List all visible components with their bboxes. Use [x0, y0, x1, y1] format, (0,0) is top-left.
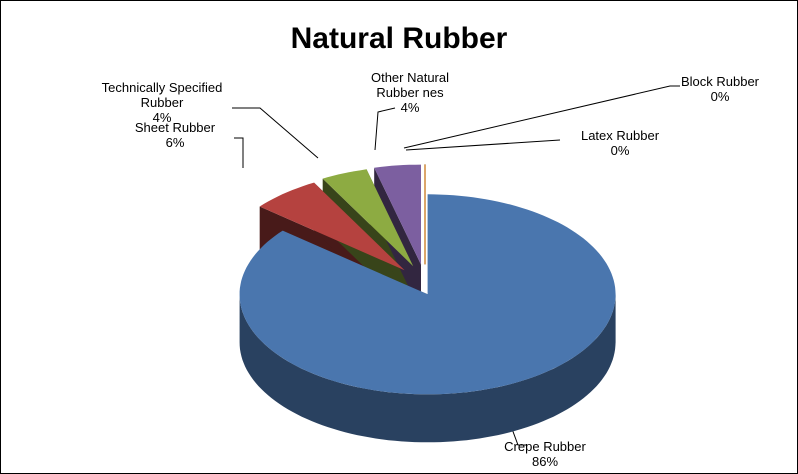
category-label: Sheet Rubber — [134, 120, 216, 135]
value-label: 0% — [710, 89, 730, 104]
category-label: Other Natural Rubber nes — [370, 70, 450, 100]
pie — [239, 164, 616, 443]
category-label: Block Rubber — [680, 74, 760, 89]
value-label: 4% — [400, 100, 420, 115]
slice-label: Crepe Rubber 86% — [495, 439, 595, 469]
slice — [374, 164, 421, 265]
slice — [239, 194, 616, 395]
category-label: Crepe Rubber — [504, 439, 586, 454]
slice-label: Other Natural Rubber nes 4% — [355, 70, 465, 115]
category-label: Latex Rubber — [580, 128, 660, 143]
category-label: Technically Specified Rubber — [101, 80, 223, 110]
value-label: 4% — [152, 110, 172, 125]
slice — [259, 182, 405, 271]
slice — [322, 169, 414, 267]
chart-title: Natural Rubber — [290, 22, 508, 55]
slice-label: Latex Rubber 0% — [560, 128, 680, 158]
value-label: 86% — [531, 454, 559, 469]
value-label: 0% — [610, 143, 630, 158]
slice-label: Technically Specified Rubber 4% — [92, 80, 232, 125]
value-label: 6% — [165, 135, 185, 150]
slice-label: Sheet Rubber 6% — [125, 120, 225, 150]
slice-side — [239, 294, 616, 443]
slice-tops — [239, 164, 616, 395]
slice-label: Block Rubber 0% — [660, 74, 780, 104]
